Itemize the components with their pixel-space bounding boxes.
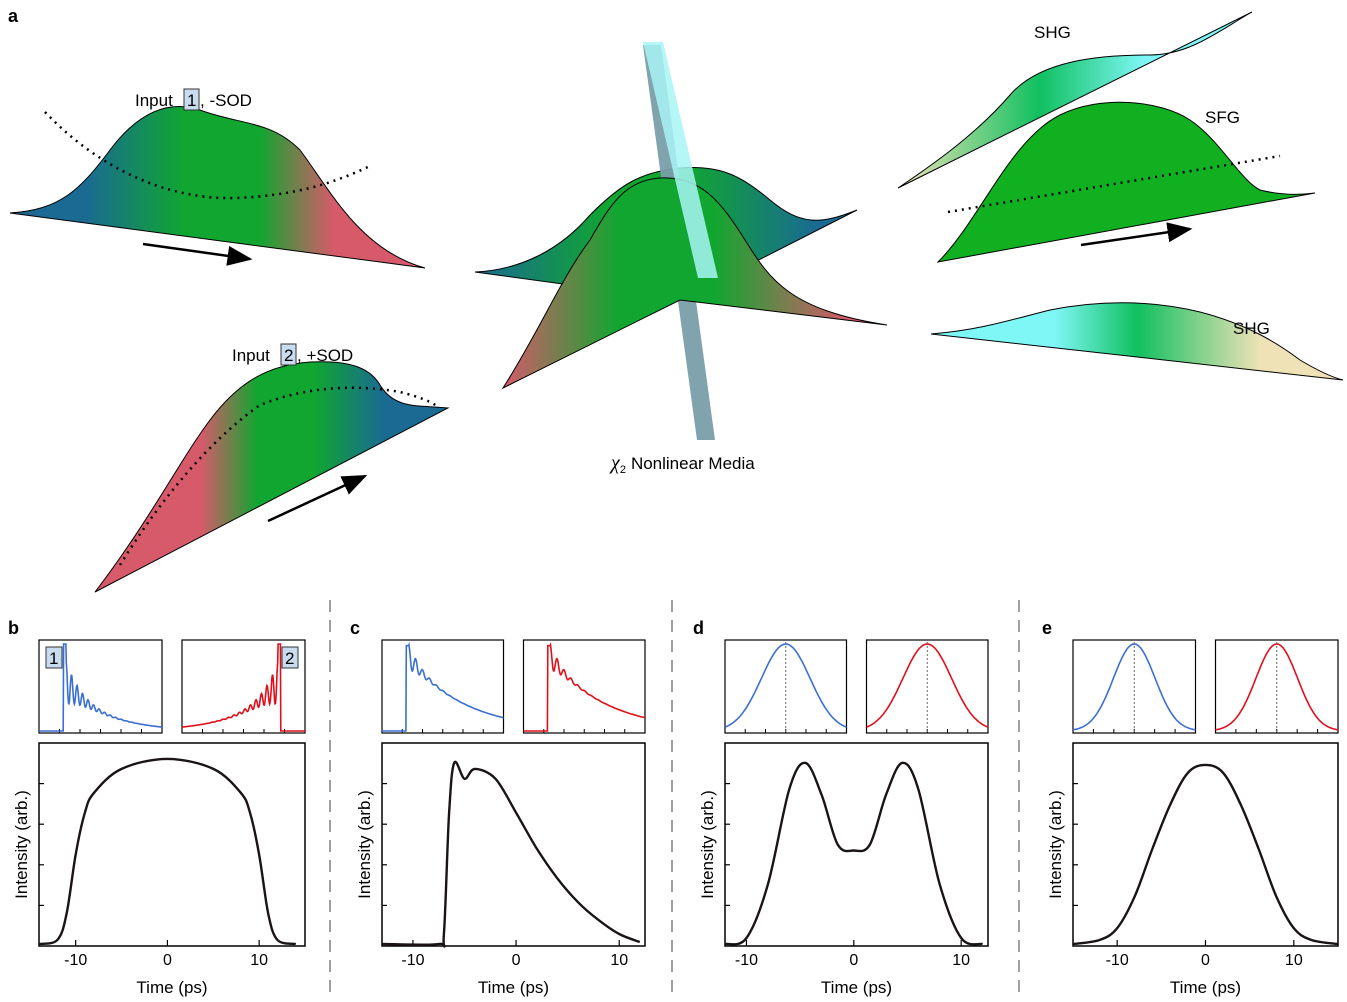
x-tick-label: 10 xyxy=(250,952,268,969)
x-axis-label: Time (ps) xyxy=(136,978,207,997)
x-tick-label: 0 xyxy=(1201,952,1210,969)
sfg-pulse xyxy=(936,101,1316,263)
panel-b-label: b xyxy=(8,618,19,638)
panel-e: e -10 0 10 Time (ps) Intensity (arb.) xyxy=(1042,618,1339,997)
inset-right-pulse-curve xyxy=(523,641,646,732)
sfg-phase-line xyxy=(947,154,1281,214)
mixing-region: χ2 Nonlinear Media xyxy=(474,42,888,476)
output-intensity-curve xyxy=(381,760,641,948)
sfg-label: SFG xyxy=(1205,108,1240,127)
medium-label: χ2 Nonlinear Media xyxy=(609,452,755,476)
input1-pulse: Input 1 , -SOD xyxy=(9,88,426,269)
input1-sod-text: , -SOD xyxy=(200,91,252,110)
inset-right-frame xyxy=(522,639,646,734)
inset-badge-2-number: 2 xyxy=(285,649,294,668)
inset-badge-1 xyxy=(45,646,63,669)
main-axes-frame xyxy=(38,742,306,947)
input2-pulse-shape xyxy=(94,361,450,593)
y-axis-label: Intensity (arb.) xyxy=(698,790,717,899)
inset-left-pulse-curve xyxy=(39,643,163,732)
inset-left-frame xyxy=(381,639,505,734)
outputs: SHG SFG SHG xyxy=(897,11,1344,381)
y-axis-label: Intensity (arb.) xyxy=(355,790,374,899)
main-axes-frame xyxy=(724,742,989,947)
x-tick-label: -10 xyxy=(64,952,87,969)
panel-dividers xyxy=(329,600,1020,1000)
x-tick-label: 10 xyxy=(952,952,970,969)
input2-badge-number: 2 xyxy=(284,346,293,365)
panel-e-label: e xyxy=(1042,618,1052,638)
input2-badge xyxy=(280,343,297,366)
x-tick-label: 0 xyxy=(512,952,521,969)
panel-c: c -10 0 10 Time (ps) Intensity (arb.) xyxy=(350,618,646,997)
x-tick-label: 0 xyxy=(849,952,858,969)
x-tick-label: -10 xyxy=(735,952,758,969)
x-axis-label: Time (ps) xyxy=(1170,978,1241,997)
y-axis-label: Intensity (arb.) xyxy=(1046,790,1065,899)
inset-badge-1-number: 1 xyxy=(49,649,58,668)
shg-top-label: SHG xyxy=(1034,23,1071,42)
panel-d: d -10 0 10 Time (ps) Intensity (arb.) xyxy=(693,618,989,997)
panel-d-label: d xyxy=(693,618,704,638)
x-tick-label: -10 xyxy=(1106,952,1129,969)
input2-pulse: Input 2 , +SOD xyxy=(94,343,450,593)
input2-direction-arrow xyxy=(267,474,368,523)
input1-badge-number: 1 xyxy=(187,91,196,110)
input1-direction-arrow xyxy=(142,242,253,266)
x-tick-label: 10 xyxy=(610,952,628,969)
crystal-front xyxy=(643,42,718,278)
input2-sod-text: , +SOD xyxy=(297,346,353,365)
shg-top-pulse xyxy=(897,11,1253,189)
shg-bottom-pulse xyxy=(930,302,1344,381)
x-tick-label: 10 xyxy=(1285,952,1303,969)
main-axes-frame xyxy=(381,742,646,947)
x-tick-label: 0 xyxy=(163,952,172,969)
x-axis-label: Time (ps) xyxy=(478,978,549,997)
panel-a-label: a xyxy=(8,6,19,26)
input1-text: Input xyxy=(135,91,173,110)
inset-right-pulse-curve xyxy=(181,643,305,732)
bottom-panels: b -10 0 10 Time (ps) Intensity (arb.) 1 2 c -10 0 1… xyxy=(8,618,1339,997)
inset-left-pulse-curve xyxy=(382,641,504,732)
input2-text: Input xyxy=(232,346,270,365)
input1-badge xyxy=(183,88,200,111)
x-axis-label: Time (ps) xyxy=(821,978,892,997)
panel-c-label: c xyxy=(350,618,360,638)
sfg-direction-arrow xyxy=(1080,222,1193,247)
mid-front-pulse xyxy=(501,177,888,390)
input1-phase-curve xyxy=(44,111,371,200)
shg-bottom-label: SHG xyxy=(1233,319,1270,338)
output-intensity-curve xyxy=(724,761,983,946)
output-intensity-curve xyxy=(1072,763,1339,946)
x-tick-label: -10 xyxy=(401,952,424,969)
panel-b: b -10 0 10 Time (ps) Intensity (arb.) 1 2 xyxy=(8,618,306,997)
panel-a: a Input 1 , -SOD Input 2 , +SOD xyxy=(8,6,1344,593)
output-intensity-curve xyxy=(38,757,297,946)
inset-badge-2 xyxy=(281,646,299,669)
main-axes-frame xyxy=(1072,742,1339,947)
y-axis-label: Intensity (arb.) xyxy=(12,790,31,899)
input1-pulse-shape xyxy=(9,105,426,269)
